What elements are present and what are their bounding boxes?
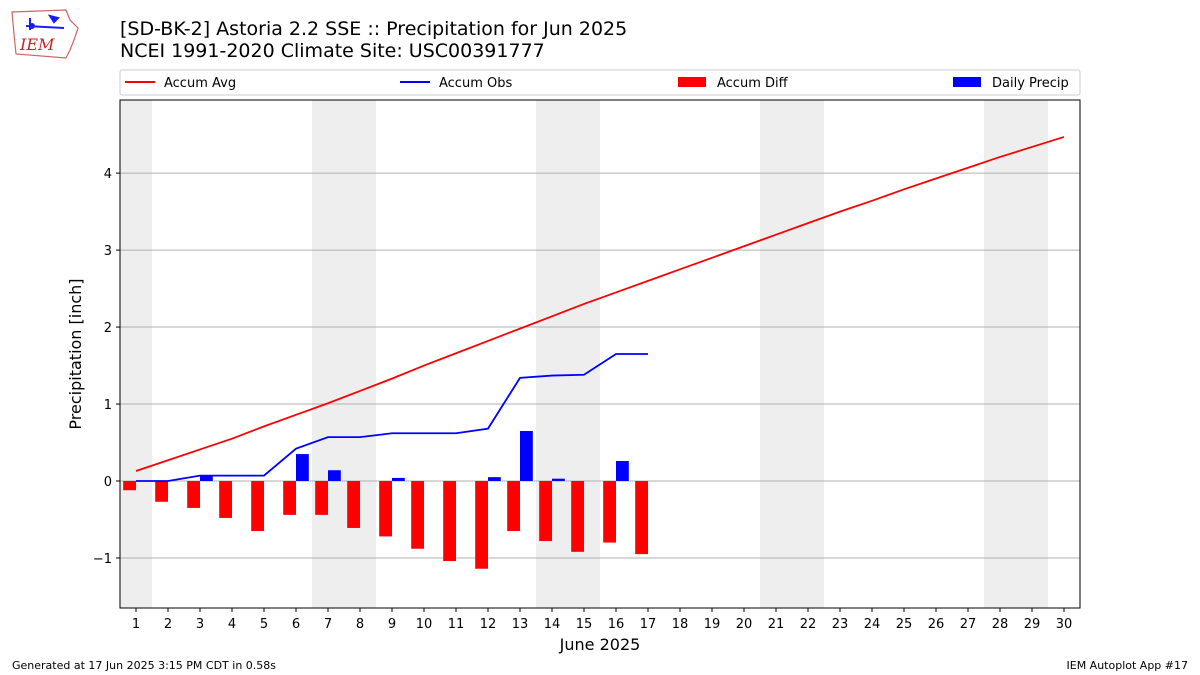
daily-precip-bar [616, 460, 629, 481]
legend-label-daily-precip: Daily Precip [992, 76, 1069, 91]
daily-precip-bar [296, 454, 309, 481]
x-tick-label: 15 [576, 617, 593, 632]
legend: Accum Avg Accum Obs Accum Diff Daily Precip [119, 69, 1081, 96]
chart-title: [SD-BK-2] Astoria 2.2 SSE :: Precipitati… [120, 18, 627, 62]
series-lines [135, 136, 1065, 482]
x-axis: 1 2 3 4 5 6 7 8 9 10 11 12 13 14 15 16 17 18 19 20 21 22 23 24 2… [132, 608, 1072, 632]
legend-swatch-accum-diff [678, 77, 706, 87]
x-tick-label: 25 [896, 617, 913, 632]
x-tick-label: 6 [292, 617, 300, 632]
x-tick-label: 28 [992, 617, 1009, 632]
y-tick-label: 4 [104, 167, 112, 182]
x-tick-label: 20 [736, 617, 753, 632]
accum-diff-bar [315, 481, 328, 515]
accum-diff-bar [123, 481, 136, 491]
grid-lines [120, 172, 1080, 559]
y-tick-label: 0 [104, 475, 112, 490]
accum-diff-bar [507, 481, 520, 532]
accum-diff-bar [475, 481, 488, 569]
x-tick-label: 1 [132, 617, 140, 632]
x-axis-label: June 2025 [559, 635, 641, 654]
x-tick-label: 17 [640, 617, 657, 632]
legend-label-accum-diff: Accum Diff [717, 76, 789, 91]
x-tick-label: 8 [356, 617, 364, 632]
x-tick-label: 4 [228, 617, 236, 632]
weekend-band [760, 100, 824, 608]
accum-diff-bar [283, 481, 296, 515]
x-tick-label: 22 [800, 617, 817, 632]
x-tick-label: 27 [960, 617, 977, 632]
x-tick-label: 10 [416, 617, 433, 632]
daily-precip-bar [488, 477, 501, 481]
x-tick-label: 2 [164, 617, 172, 632]
x-tick-label: 24 [864, 617, 881, 632]
accum-avg-line [135, 136, 1065, 472]
y-tick-label: 1 [104, 398, 112, 413]
accum-diff-bar [603, 481, 616, 543]
x-tick-label: 12 [480, 617, 497, 632]
y-tick-label: −1 [93, 552, 112, 567]
legend-label-accum-obs: Accum Obs [439, 76, 512, 91]
x-tick-label: 3 [196, 617, 204, 632]
x-tick-label: 29 [1024, 617, 1041, 632]
weekend-band [120, 100, 152, 608]
x-tick-label: 11 [448, 617, 465, 632]
accum-diff-bar [635, 481, 648, 555]
legend-box [119, 69, 1081, 96]
accum-diff-bar [251, 481, 264, 532]
title-line-1: [SD-BK-2] Astoria 2.2 SSE :: Precipitati… [120, 18, 628, 40]
title-line-2: NCEI 1991-2020 Climate Site: USC00391777 [120, 40, 545, 62]
plot-frame [119, 99, 1081, 609]
accum-diff-bar [219, 481, 232, 518]
logo-text: IEM [19, 35, 55, 54]
legend-swatch-daily-precip [953, 77, 981, 87]
weather-station-icon [25, 14, 65, 30]
daily-precip-bar [552, 478, 565, 481]
y-tick-label: 3 [104, 244, 112, 259]
weekend-band [984, 100, 1048, 608]
x-tick-label: 13 [512, 617, 529, 632]
accum-diff-bar [411, 481, 424, 549]
accum-diff-bar [443, 481, 456, 562]
y-tick-label: 2 [104, 321, 112, 336]
iem-logo: IEM [11, 9, 79, 59]
x-tick-label: 9 [388, 617, 396, 632]
accum-obs-line [136, 353, 648, 482]
accum-diff-bar [539, 481, 552, 542]
x-tick-label: 14 [544, 617, 561, 632]
bars [123, 430, 648, 569]
x-tick-label: 21 [768, 617, 785, 632]
weekend-band [312, 100, 376, 608]
x-tick-label: 7 [324, 617, 332, 632]
daily-precip-bar [328, 470, 341, 481]
footer-app: IEM Autoplot App #17 [1066, 659, 1189, 672]
footer-generated: Generated at 17 Jun 2025 3:15 PM CDT in … [12, 659, 277, 672]
x-tick-label: 26 [928, 617, 945, 632]
x-tick-label: 19 [704, 617, 721, 632]
daily-precip-bar [392, 477, 405, 481]
x-tick-label: 18 [672, 617, 689, 632]
x-tick-label: 23 [832, 617, 849, 632]
x-tick-label: 30 [1056, 617, 1073, 632]
accum-diff-bar [571, 481, 584, 552]
iowa-outline [11, 9, 79, 59]
legend-label-accum-avg: Accum Avg [164, 76, 236, 91]
daily-precip-bar [200, 475, 213, 481]
x-tick-label: 16 [608, 617, 625, 632]
y-axis: −1 0 1 2 3 4 [93, 167, 120, 567]
daily-precip-bar [520, 430, 533, 481]
weekend-shading [120, 100, 1048, 608]
accum-diff-bar [187, 481, 200, 508]
y-axis-label: Precipitation [inch] [66, 278, 85, 429]
accum-diff-bar [379, 481, 392, 537]
accum-diff-bar [155, 481, 168, 502]
accum-diff-bar [347, 481, 360, 528]
x-tick-label: 5 [260, 617, 268, 632]
